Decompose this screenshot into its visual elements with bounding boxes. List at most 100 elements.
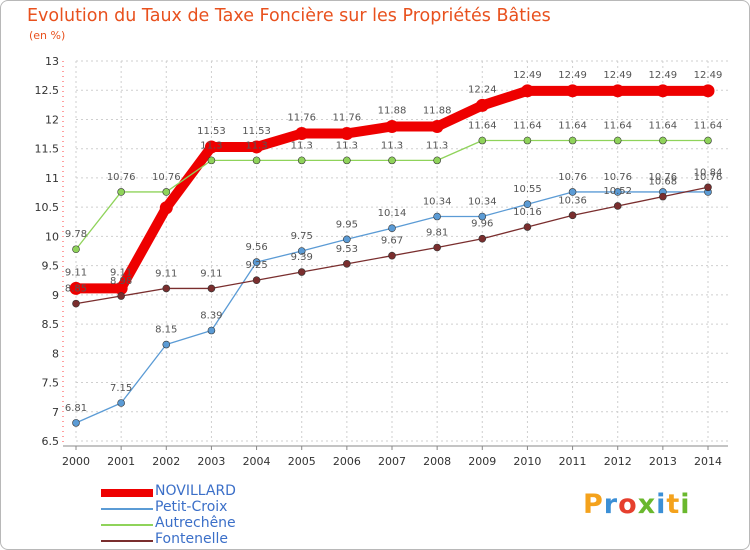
data-point [523,223,532,231]
data-point [295,126,309,140]
data-point [659,136,667,145]
y-tick-label: 7.5 [42,377,60,390]
data-label: 11.3 [426,140,448,151]
data-point [478,234,487,243]
data-point [72,419,80,427]
data-point [523,200,532,209]
data-label: 10.84 [694,167,723,178]
y-tick-label: 12 [45,113,59,126]
data-label: 10.76 [107,172,136,183]
data-label: 11.64 [468,121,497,132]
data-label: 11.53 [242,126,271,137]
data-label: 6.81 [65,403,87,414]
data-point [297,247,306,255]
legend-label: NOVILLARD [155,483,236,499]
legend-label: Autrechêne [155,515,236,531]
data-label: 9.96 [471,219,493,230]
data-label: 9.95 [336,219,358,230]
data-point [72,299,80,308]
x-tick-label: 2014 [694,455,722,468]
data-point [117,399,125,407]
data-label: 12.24 [468,84,497,95]
data-label: 11.88 [423,105,452,116]
data-point [207,326,216,335]
legend-swatch [101,524,153,526]
data-point [478,212,487,221]
data-point [388,251,396,260]
data-label: 9.56 [245,242,267,253]
data-label: 9.11 [65,267,87,278]
data-label: 10.76 [558,172,587,183]
data-point [297,268,306,276]
x-tick-label: 2003 [197,455,225,468]
y-tick-label: 10.5 [35,201,60,214]
data-label: 12.49 [558,70,587,81]
data-point [433,156,441,165]
data-label: 11.3 [381,140,403,151]
x-tick-label: 2005 [288,455,316,468]
data-point [250,140,264,154]
x-tick-label: 2006 [333,455,361,468]
data-point [704,183,712,192]
data-point [343,235,351,244]
data-point [656,84,670,98]
x-tick-label: 2004 [243,455,271,468]
y-tick-label: 10 [45,230,59,243]
logo-letter: x [637,489,657,520]
data-point [117,188,125,196]
data-label: 8.39 [200,311,222,322]
data-label: 8.85 [65,284,87,295]
data-label: 9.39 [291,252,313,263]
data-point [207,156,216,165]
data-label: 11.76 [333,112,362,123]
y-tick-label: 6.5 [42,435,60,448]
data-point [611,84,625,98]
y-tick-label: 9 [52,289,59,302]
data-label: 9.53 [336,244,358,255]
data-point [72,245,80,254]
x-tick-label: 2012 [604,455,632,468]
data-point [117,292,125,300]
x-tick-label: 2010 [513,455,541,468]
x-tick-label: 2009 [468,455,496,468]
data-label: 8.15 [155,325,177,336]
legend-label: Petit-Croix [155,499,228,515]
data-point [340,126,354,140]
data-point [385,119,399,133]
data-label: 11.64 [694,121,723,132]
data-label: 11.3 [245,140,267,151]
y-tick-label: 9.5 [42,260,60,273]
data-label: 9.11 [200,268,222,279]
data-label: 10.76 [603,172,632,183]
data-label: 12.49 [603,70,632,81]
y-tick-label: 7 [52,406,59,419]
logo-letter: o [618,489,638,520]
x-tick-label: 2002 [152,455,180,468]
data-point [69,281,83,295]
data-label: 7.15 [110,383,132,394]
data-label: 11.88 [378,105,407,116]
x-tick-label: 2013 [649,455,677,468]
y-tick-label: 13 [45,55,59,68]
data-point [207,284,216,293]
data-point [433,212,441,221]
data-point [523,136,532,145]
data-point [343,260,351,268]
data-point [252,258,261,266]
data-point [613,136,622,145]
data-label: 11.64 [603,121,632,132]
data-point [204,140,218,154]
data-point [568,136,577,145]
data-label: 10.36 [558,195,587,206]
data-label: 10.76 [694,172,723,183]
data-label: 11.53 [197,126,226,137]
data-point [297,156,306,165]
data-label: 10.76 [649,172,678,183]
data-point [568,188,577,196]
data-label: 9.11 [155,268,177,279]
data-label: 11.64 [558,121,587,132]
data-label: 12.49 [513,70,542,81]
data-point [659,192,667,201]
data-label: 10.16 [513,207,542,218]
